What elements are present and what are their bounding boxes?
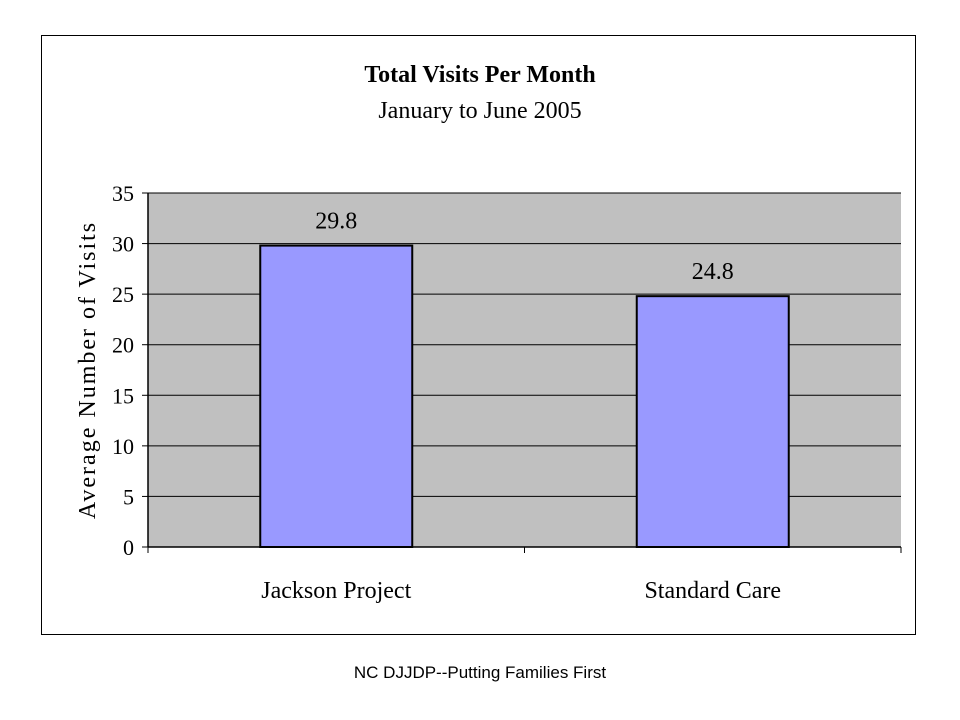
y-tick-label: 10 [112,434,134,459]
y-tick-label: 25 [112,282,134,307]
y-tick-label: 15 [112,383,134,408]
x-category-label: Jackson Project [261,578,411,604]
data-label: 24.8 [692,259,734,285]
y-tick-label: 0 [123,535,134,560]
bar [635,295,790,548]
chart-subtitle: January to June 2005 [378,98,581,124]
footer-caption: NC DJJDP--Putting Families First [353,663,607,682]
y-tick-label: 20 [112,333,134,358]
y-tick-label: 30 [112,232,134,257]
y-axis-label: Average Number of Visits [75,221,101,519]
data-label: 29.8 [315,209,357,235]
x-category-label: Standard Care [644,578,781,604]
bar [259,244,414,548]
y-tick-label: 5 [123,484,134,509]
y-tick-label: 35 [112,181,134,206]
chart-title: Total Visits Per Month [364,62,595,88]
